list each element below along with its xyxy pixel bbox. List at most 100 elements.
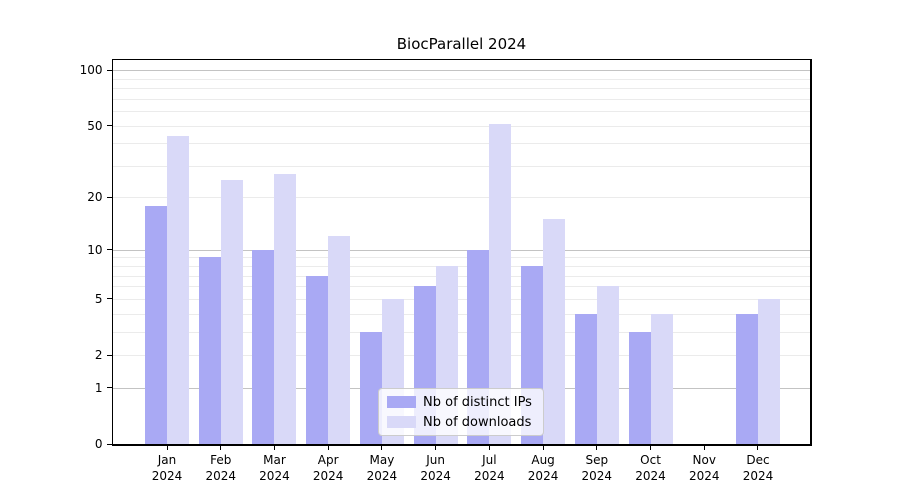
legend: Nb of distinct IPs Nb of downloads xyxy=(378,388,544,436)
y-tick-label-1: 1 xyxy=(94,380,103,395)
x-tick-month-jul: Jul xyxy=(482,452,497,467)
x-tick-year-sep: 2024 xyxy=(581,468,613,483)
major-gridline-10 xyxy=(113,249,810,251)
y-tick-5 xyxy=(106,298,112,300)
x-tick-may xyxy=(381,445,383,450)
x-tick-month-aug: Aug xyxy=(531,452,555,467)
minor-gridline-90 xyxy=(113,78,810,80)
bar-nb-of-downloads-feb xyxy=(220,180,243,444)
bar-nb-of-downloads-sep xyxy=(596,286,619,444)
x-tick-label-may: May 2024 xyxy=(352,452,412,484)
x-tick-label-aug: Aug 2024 xyxy=(513,452,573,484)
minor-gridline-80 xyxy=(113,88,810,90)
x-tick-year-aug: 2024 xyxy=(527,468,559,483)
x-tick-aug xyxy=(542,445,544,450)
x-tick-year-jun: 2024 xyxy=(420,468,451,483)
minor-gridline-8 xyxy=(113,266,810,268)
minor-gridline-30 xyxy=(113,165,810,167)
minor-gridline-7 xyxy=(113,275,810,277)
x-tick-dec xyxy=(757,445,759,450)
x-tick-label-mar: Mar 2024 xyxy=(244,452,304,484)
x-tick-label-feb: Feb 2024 xyxy=(191,452,251,484)
y-tick-label-50: 50 xyxy=(87,118,103,133)
minor-gridline-3 xyxy=(113,331,810,333)
y-tick-label-0: 0 xyxy=(94,437,103,451)
x-tick-month-sep: Sep xyxy=(585,452,609,467)
bar-nb-of-downloads-jan xyxy=(167,135,189,444)
x-tick-feb xyxy=(220,445,222,450)
bottom-spine xyxy=(111,444,812,446)
bar-nb-of-distinct-ips-dec xyxy=(735,313,758,444)
x-tick-year-apr: 2024 xyxy=(312,468,344,483)
legend-label-distinct-ips: Nb of distinct IPs xyxy=(423,394,532,410)
y-tick-20 xyxy=(106,196,112,198)
bar-nb-of-downloads-oct xyxy=(650,313,673,444)
minor-gridline-5 xyxy=(113,298,810,300)
minor-gridline-50 xyxy=(113,125,810,127)
bar-nb-of-distinct-ips-may xyxy=(359,331,382,444)
y-tick-label-10: 10 xyxy=(87,242,103,257)
bar-nb-of-distinct-ips-feb xyxy=(198,257,221,444)
x-tick-month-mar: Mar xyxy=(263,452,286,467)
x-tick-label-sep: Sep 2024 xyxy=(567,452,627,484)
x-tick-label-nov: Nov 2024 xyxy=(674,452,734,484)
minor-gridline-70 xyxy=(113,98,810,100)
bar-nb-of-downloads-apr xyxy=(328,236,351,444)
minor-gridline-6 xyxy=(113,286,810,288)
y-tick-label-100: 100 xyxy=(79,63,103,78)
bar-nb-of-distinct-ips-mar xyxy=(252,249,275,444)
x-tick-month-feb: Feb xyxy=(210,452,232,467)
minor-gridline-40 xyxy=(113,143,810,145)
x-tick-sep xyxy=(596,445,598,450)
legend-label-downloads: Nb of downloads xyxy=(423,414,532,430)
x-tick-jun xyxy=(435,445,437,450)
x-tick-jul xyxy=(488,445,490,450)
x-tick-year-oct: 2024 xyxy=(635,468,666,483)
minor-gridline-9 xyxy=(113,257,810,259)
x-tick-year-dec: 2024 xyxy=(742,468,774,483)
y-tick-10 xyxy=(106,249,112,251)
x-tick-year-jul: 2024 xyxy=(474,468,505,483)
x-tick-label-jun: Jun 2024 xyxy=(406,452,466,484)
legend-swatch-downloads xyxy=(387,416,416,428)
y-tick-1 xyxy=(106,387,112,389)
x-tick-year-may: 2024 xyxy=(366,468,398,483)
bar-nb-of-downloads-dec xyxy=(757,298,780,444)
chart-title: BiocParallel 2024 xyxy=(396,35,527,53)
top-spine xyxy=(111,58,812,60)
minor-gridline-60 xyxy=(113,111,810,113)
x-tick-year-feb: 2024 xyxy=(205,468,236,483)
legend-swatch-distinct-ips xyxy=(387,396,416,408)
y-tick-label-5: 5 xyxy=(94,291,103,306)
x-tick-jan xyxy=(166,445,168,450)
bar-nb-of-distinct-ips-jan xyxy=(145,205,167,444)
y-tick-100 xyxy=(106,69,112,71)
x-tick-oct xyxy=(650,445,652,450)
x-tick-year-mar: 2024 xyxy=(259,468,290,483)
x-tick-month-oct: Oct xyxy=(640,452,661,467)
bar-nb-of-downloads-aug xyxy=(543,219,566,444)
x-tick-month-jun: Jun xyxy=(426,452,445,467)
x-tick-label-jul: Jul 2024 xyxy=(459,452,519,484)
y-tick-50 xyxy=(106,125,112,127)
minor-gridline-20 xyxy=(113,197,810,199)
y-tick-2 xyxy=(106,354,112,356)
x-tick-apr xyxy=(327,445,329,450)
right-spine xyxy=(810,58,812,446)
bar-nb-of-downloads-jul xyxy=(489,123,512,444)
bar-nb-of-downloads-mar xyxy=(274,174,297,444)
x-tick-month-jan: Jan xyxy=(157,452,177,467)
x-tick-month-nov: Nov xyxy=(692,452,716,467)
minor-gridline-2 xyxy=(113,355,810,356)
y-tick-0 xyxy=(106,443,112,445)
x-tick-label-oct: Oct 2024 xyxy=(621,452,681,484)
y-tick-label-20: 20 xyxy=(87,190,103,205)
legend-entry-downloads: Nb of downloads xyxy=(387,415,535,430)
x-tick-month-apr: Apr xyxy=(317,452,339,467)
legend-entry-distinct-ips: Nb of distinct IPs xyxy=(387,395,535,410)
x-tick-label-apr: Apr 2024 xyxy=(298,452,358,484)
x-tick-year-jan: 2024 xyxy=(151,468,183,483)
bar-nb-of-distinct-ips-sep xyxy=(574,313,597,444)
bar-nb-of-distinct-ips-oct xyxy=(628,331,651,444)
